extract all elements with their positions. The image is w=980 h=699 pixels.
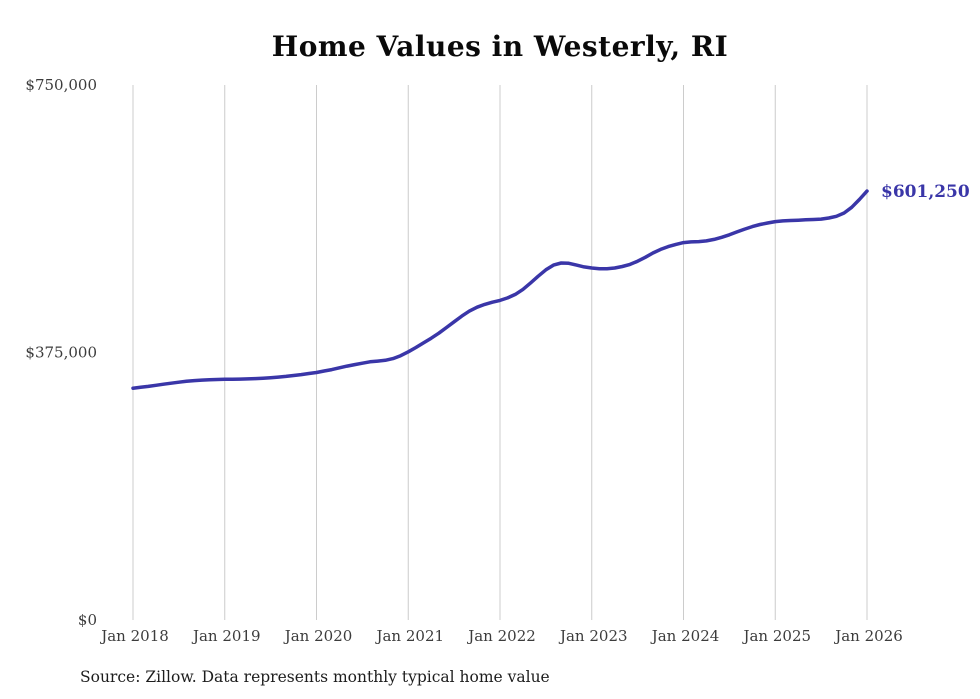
y-tick-label: $750,000: [25, 76, 97, 94]
home-value-line: [131, 189, 869, 390]
x-tick-label: Jan 2021: [374, 627, 444, 645]
source-note: Source: Zillow. Data represents monthly …: [80, 668, 550, 686]
x-tick-label: Jan 2024: [650, 627, 720, 645]
x-tick-label: Jan 2026: [833, 627, 903, 645]
x-tick-label: Jan 2022: [466, 627, 536, 645]
x-tick-label: Jan 2020: [283, 627, 353, 645]
chart-title: Home Values in Westerly, RI: [271, 30, 729, 63]
x-tick-label: Jan 2019: [191, 627, 261, 645]
x-tick-label: Jan 2018: [99, 627, 169, 645]
x-tick-label: Jan 2025: [741, 627, 811, 645]
y-tick-label: $375,000: [25, 344, 97, 362]
y-tick-label: $0: [78, 611, 97, 629]
end-value-label: $601,250: [881, 182, 970, 202]
x-tick-label: Jan 2023: [558, 627, 628, 645]
